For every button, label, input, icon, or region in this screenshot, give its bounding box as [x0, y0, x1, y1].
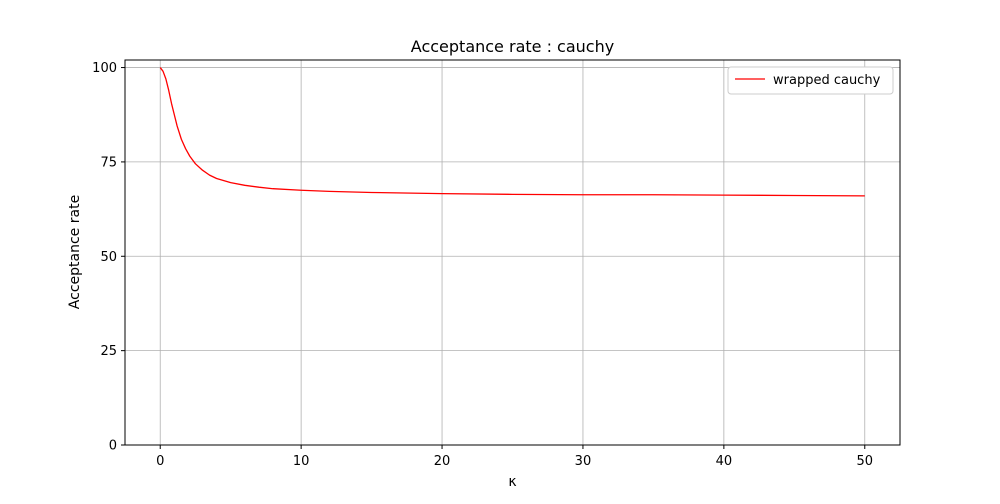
y-axis-label: Acceptance rate	[67, 195, 83, 309]
y-tick-label: 50	[100, 250, 117, 265]
x-axis-label: κ	[508, 474, 516, 490]
chart-title: Acceptance rate : cauchy	[411, 37, 614, 56]
x-tick-label: 40	[716, 454, 733, 469]
ticks-layer: 0 10 20 30 40 50 0 25 50 75 100	[92, 61, 873, 469]
x-tick-label: 20	[434, 454, 451, 469]
x-tick-label: 10	[293, 454, 310, 469]
series-line-wrapped-cauchy	[159, 67, 865, 197]
legend: wrapped cauchy	[727, 66, 894, 95]
x-tick-label: 50	[856, 454, 873, 469]
series-layer	[159, 67, 865, 197]
y-tick-label: 75	[100, 155, 117, 170]
x-tick-label: 30	[575, 454, 592, 469]
legend-label-wrapped-cauchy: wrapped cauchy	[773, 73, 881, 88]
legend-box	[727, 66, 894, 95]
plot-area-frame	[124, 59, 901, 446]
y-tick-label: 0	[109, 439, 117, 454]
y-tick-label: 100	[92, 61, 117, 76]
grid-layer	[125, 60, 900, 446]
y-tick-label: 25	[100, 344, 117, 359]
x-tick-label: 0	[156, 454, 164, 469]
